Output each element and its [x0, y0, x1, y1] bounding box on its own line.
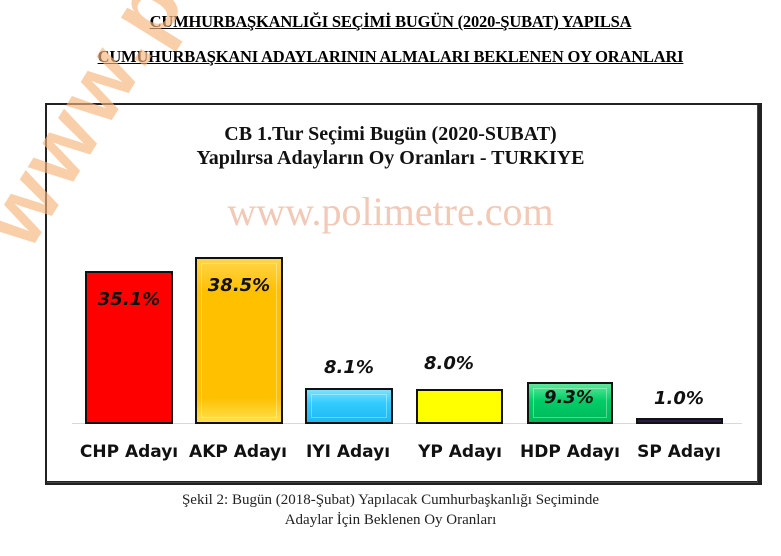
- bar-yp: [416, 389, 503, 424]
- value-label-hdp: 9.3%: [544, 387, 594, 408]
- figure-caption-line2: Adaylar İçin Beklenen Oy Oranları: [284, 512, 497, 528]
- bar-hdp: [527, 382, 613, 424]
- category-label-yp: YP Adayı: [418, 442, 502, 462]
- category-label-chp: CHP Adayı: [79, 442, 179, 462]
- bar-sp: [636, 418, 723, 424]
- bar-iyi: [305, 388, 393, 424]
- value-label-akp: 38.5%: [207, 275, 271, 296]
- chart-baseline: [72, 423, 742, 424]
- value-label-chp: 35.1%: [97, 289, 161, 310]
- figure-caption-line1: Şekil 2: Bugün (2018-Şubat) Yapılacak Cu…: [181, 492, 600, 508]
- value-label-sp: 1.0%: [654, 388, 704, 409]
- bar-akp: [195, 257, 283, 424]
- bar-chp: [85, 271, 173, 424]
- chart-subtitle: Yapılırsa Adayların Oy Oranları - TURKIY…: [196, 147, 585, 169]
- category-label-akp: AKP Adayı: [189, 442, 287, 462]
- category-label-iyi: IYI Adayı: [305, 442, 391, 462]
- value-label-iyi: 8.1%: [324, 357, 374, 378]
- page-heading-line1: CUMHURBAŞKANLIĞI SEÇİMİ BUGÜN (2020-ŞUBA…: [149, 12, 632, 31]
- category-label-sp: SP Adayı: [637, 442, 721, 462]
- value-label-yp: 8.0%: [424, 353, 474, 374]
- page-heading-line2: CUMUHURBAŞKANI ADAYLARININ ALMALARI BEKL…: [97, 47, 684, 66]
- watermark-url: www.polimetre.com: [227, 189, 554, 234]
- chart-title: CB 1.Tur Seçimi Bugün (2020-SUBAT): [224, 123, 557, 145]
- chart-frame-shadow: [47, 105, 758, 483]
- chart-frame: [45, 103, 762, 485]
- category-label-hdp: HDP Adayı: [520, 442, 620, 462]
